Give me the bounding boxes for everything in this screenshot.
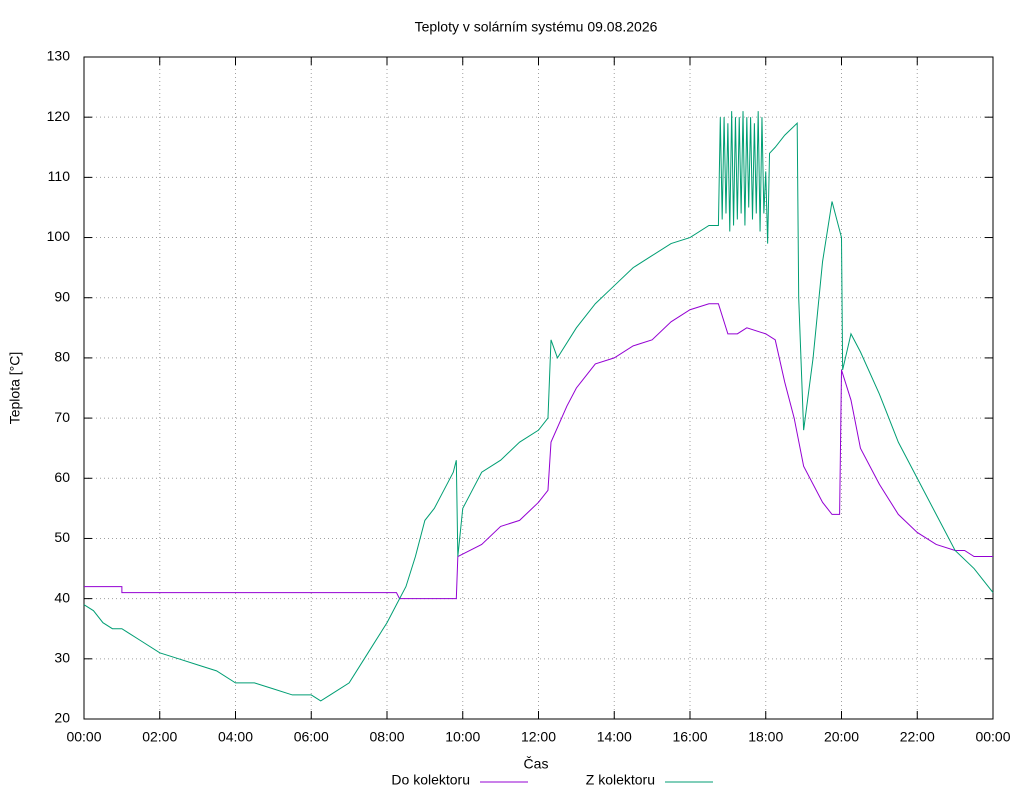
x-tick-label: 22:00	[900, 729, 935, 745]
x-tick-label: 02:00	[142, 729, 177, 745]
legend-label: Do kolektoru	[391, 772, 470, 788]
y-tick-label: 110	[48, 168, 71, 184]
y-tick-label: 60	[54, 469, 70, 485]
x-axis-label: Čas	[524, 756, 549, 772]
data-line	[84, 303, 993, 600]
y-axis-label: Teplota [°C]	[7, 352, 23, 425]
y-tick-label: 120	[47, 108, 71, 124]
y-tick-label: 30	[54, 650, 70, 666]
x-tick-label: 08:00	[369, 729, 404, 745]
x-tick-label: 18:00	[748, 729, 783, 745]
x-tick-label: 14:00	[597, 729, 632, 745]
y-tick-label: 70	[54, 409, 70, 425]
data-line	[83, 111, 994, 702]
legend-label: Z kolektoru	[586, 772, 655, 788]
y-tick-label: 50	[54, 529, 70, 545]
y-tick-label: 40	[54, 589, 70, 605]
x-tick-label: 12:00	[521, 729, 556, 745]
x-tick-label: 16:00	[672, 729, 707, 745]
y-tick-label: 20	[54, 710, 70, 726]
x-tick-label: 00:00	[975, 729, 1010, 745]
chart-title: Teploty v solárním systému 09.08.2026	[415, 19, 658, 35]
x-tick-label: 00:00	[66, 729, 101, 745]
y-tick-label: 130	[47, 48, 71, 64]
x-tick-label: 06:00	[294, 729, 329, 745]
x-tick-label: 10:00	[445, 729, 480, 745]
y-tick-label: 80	[54, 349, 70, 365]
y-tick-label: 100	[47, 228, 71, 244]
y-tick-label: 90	[54, 288, 70, 304]
x-tick-label: 20:00	[824, 729, 859, 745]
x-tick-label: 04:00	[218, 729, 253, 745]
plot-frame	[83, 56, 994, 720]
